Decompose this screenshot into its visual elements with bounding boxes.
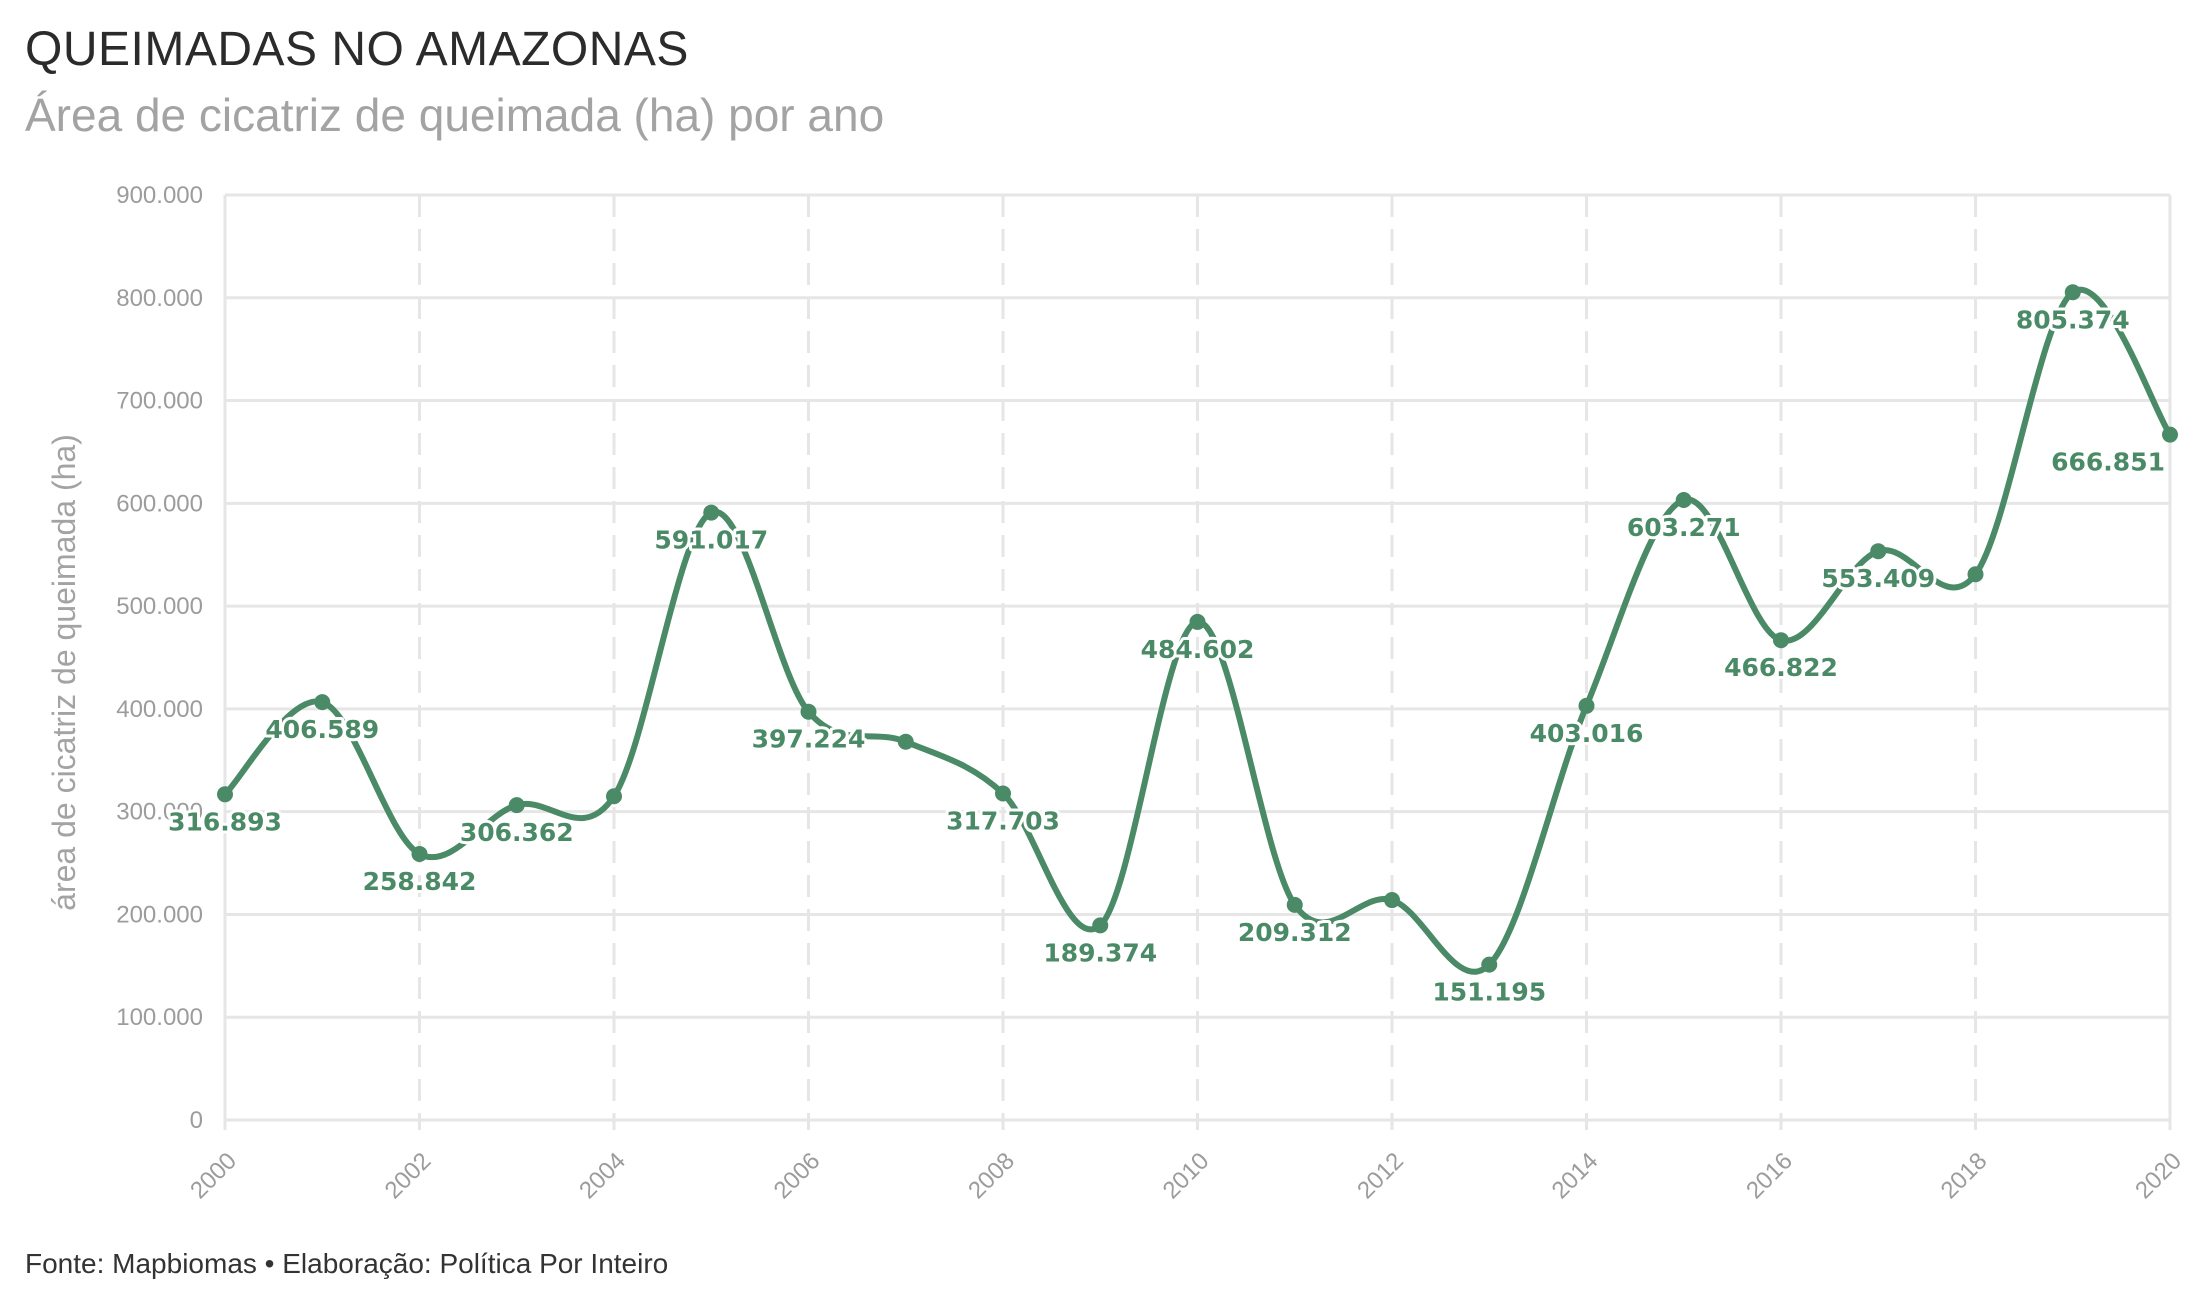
x-tick-label: 2012 [1352,1147,1409,1204]
x-tick-label: 2006 [769,1147,826,1204]
data-label: 466.822 [1724,653,1838,682]
data-point [1675,491,1692,508]
data-label: 484.602 [1141,635,1255,664]
y-tick-label: 400.000 [116,696,203,723]
y-tick-label: 0 [190,1107,203,1134]
data-label: 209.312 [1238,918,1352,947]
y-tick-label: 100.000 [116,1004,203,1031]
x-gridlines [223,195,2172,1130]
data-point [1967,566,1984,583]
chart-title: QUEIMADAS NO AMAZONAS [25,23,689,76]
data-points [217,284,2178,973]
x-tick-label: 2016 [1741,1147,1798,1204]
data-point [703,504,720,521]
x-tick-label: 2004 [574,1147,631,1204]
data-point [2162,426,2178,443]
data-label: 666.851 [2051,448,2165,477]
data-point [1384,892,1400,909]
data-label: 403.016 [1530,719,1644,748]
data-label: 805.374 [2016,305,2130,334]
data-label: 603.271 [1627,513,1741,542]
series-line [222,286,2173,975]
y-tick-label: 500.000 [116,593,203,620]
data-point [995,785,1011,802]
data-point [1870,543,1887,560]
data-point [1578,697,1595,714]
data-point [606,788,622,805]
y-tick-label: 800.000 [116,285,203,312]
data-point [508,797,525,814]
data-label: 317.703 [946,806,1060,835]
data-label: 189.374 [1043,938,1157,967]
x-tick-label: 2014 [1547,1147,1604,1204]
data-point [897,733,914,750]
x-tick-label: 2020 [2130,1147,2187,1204]
data-point [1189,613,1206,630]
y-tick-label: 900.000 [116,182,203,209]
x-tick-label: 2010 [1158,1147,1215,1204]
data-label: 258.842 [363,867,477,896]
data-label: 151.195 [1432,978,1546,1007]
y-tick-label: 600.000 [116,490,203,517]
data-point [314,694,331,711]
data-point [2064,284,2081,301]
y-axis-label: área de cicatriz de queimada (ha) [46,434,82,911]
x-tick-label: 2008 [963,1147,1020,1204]
data-label: 306.362 [460,818,574,847]
data-point [1092,917,1109,934]
data-point [411,845,428,862]
data-point [800,703,817,720]
data-label: 591.017 [654,526,768,555]
data-point [1481,956,1498,973]
x-tick-label: 2000 [185,1147,242,1204]
y-tick-label: 700.000 [116,388,203,415]
data-label: 397.224 [752,725,866,754]
data-point [217,786,233,803]
x-tick-label: 2018 [1936,1147,1993,1204]
y-tick-label: 200.000 [116,901,203,928]
data-label: 553.409 [1821,564,1935,593]
data-label: 316.893 [168,807,282,836]
y-tick-label: 300.000 [116,799,203,826]
x-tick-label: 2002 [380,1147,437,1204]
y-axis-ticks: 0 100.000 200.000 300.000 400.000 500.000 600.… [116,182,203,1134]
data-label: 406.589 [265,715,379,744]
data-point [1286,896,1303,913]
source-caption: Fonte: Mapbiomas • Elaboração: Política … [25,1248,669,1279]
data-labels: 316.893 406.589 258.842 306.362 591.017 397.2… [165,302,2168,1009]
data-point [1773,632,1789,649]
chart-subtitle: Área de cicatriz de queimada (ha) por an… [25,89,885,141]
x-axis-ticks: 2000 2002 2004 2006 2008 2010 2012 2014 2016 2018… [185,1147,2187,1204]
